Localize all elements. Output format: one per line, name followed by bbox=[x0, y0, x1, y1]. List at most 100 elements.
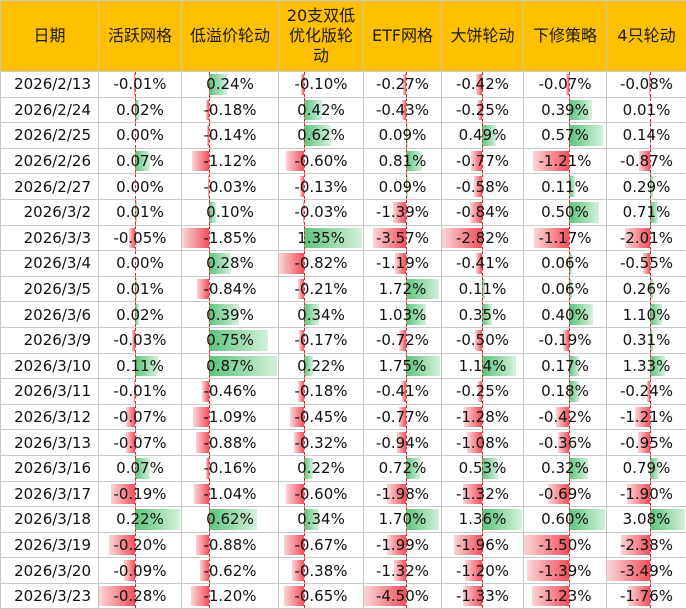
return-value: -0.16% bbox=[203, 459, 256, 477]
return-cell: -2.82% bbox=[442, 225, 524, 251]
return-cell: 0.22% bbox=[99, 507, 182, 533]
return-cell: -0.25% bbox=[442, 97, 524, 123]
date-cell: 2026/3/23 bbox=[1, 583, 99, 609]
return-value: -0.07% bbox=[113, 408, 166, 426]
return-cell: -1.08% bbox=[442, 430, 524, 456]
return-value: -1.20% bbox=[203, 587, 256, 605]
return-value: 0.50% bbox=[541, 203, 589, 221]
return-value: -0.25% bbox=[456, 101, 509, 119]
return-value: -1.17% bbox=[538, 229, 591, 247]
return-cell: -1.39% bbox=[524, 558, 607, 584]
return-cell: 0.75% bbox=[182, 327, 279, 353]
return-value: -0.55% bbox=[620, 254, 673, 272]
return-cell: 0.11% bbox=[524, 174, 607, 200]
return-value: 0.39% bbox=[541, 101, 589, 119]
return-cell: -0.67% bbox=[279, 532, 364, 558]
return-cell: 0.31% bbox=[607, 327, 686, 353]
table-row: 2026/3/13-0.07%-0.88%-0.32%-0.94%-1.08%-… bbox=[1, 430, 686, 456]
return-cell: -0.01% bbox=[99, 379, 182, 405]
return-value: -0.32% bbox=[294, 434, 347, 452]
return-value: -1.39% bbox=[376, 203, 429, 221]
return-cell: 0.17% bbox=[524, 353, 607, 379]
return-value: -3.49% bbox=[620, 562, 673, 580]
return-value: -2.38% bbox=[620, 536, 673, 554]
return-value: -2.82% bbox=[456, 229, 509, 247]
return-cell: -0.82% bbox=[279, 251, 364, 277]
return-cell: 0.49% bbox=[442, 123, 524, 149]
date-cell: 2026/3/3 bbox=[1, 225, 99, 251]
return-cell: -0.42% bbox=[442, 72, 524, 98]
return-cell: -0.95% bbox=[607, 430, 686, 456]
header-date: 日期 bbox=[1, 1, 99, 72]
return-value: -2.01% bbox=[620, 229, 673, 247]
return-value: -1.50% bbox=[538, 536, 591, 554]
return-cell: -1.19% bbox=[364, 251, 442, 277]
return-cell: 1.33% bbox=[607, 353, 686, 379]
return-cell: 0.18% bbox=[524, 379, 607, 405]
return-cell: -0.24% bbox=[607, 379, 686, 405]
return-value: -0.21% bbox=[294, 280, 347, 298]
return-value: 0.09% bbox=[379, 126, 427, 144]
return-value: -0.94% bbox=[376, 434, 429, 452]
return-value: -0.67% bbox=[294, 536, 347, 554]
return-value: 0.07% bbox=[116, 152, 164, 170]
return-value: -0.88% bbox=[203, 536, 256, 554]
return-value: -1.39% bbox=[538, 562, 591, 580]
return-value: -0.82% bbox=[294, 254, 347, 272]
return-value: -0.77% bbox=[456, 152, 509, 170]
return-value: 0.49% bbox=[459, 126, 507, 144]
return-value: -1.20% bbox=[456, 562, 509, 580]
return-cell: -0.65% bbox=[279, 583, 364, 609]
return-cell: 0.10% bbox=[182, 199, 279, 225]
return-cell: -0.41% bbox=[442, 251, 524, 277]
return-cell: -1.04% bbox=[182, 481, 279, 507]
return-cell: -0.20% bbox=[99, 532, 182, 558]
return-value: 0.10% bbox=[206, 203, 254, 221]
return-cell: -0.60% bbox=[279, 148, 364, 174]
return-cell: 0.62% bbox=[182, 507, 279, 533]
return-cell: -0.27% bbox=[364, 72, 442, 98]
return-cell: 0.72% bbox=[364, 455, 442, 481]
return-cell: 0.00% bbox=[99, 174, 182, 200]
return-cell: 0.02% bbox=[99, 97, 182, 123]
return-value: 0.02% bbox=[116, 306, 164, 324]
return-cell: -0.84% bbox=[442, 199, 524, 225]
return-cell: -1.12% bbox=[182, 148, 279, 174]
return-value: -0.17% bbox=[294, 331, 347, 349]
return-cell: -0.19% bbox=[99, 481, 182, 507]
return-value: 1.35% bbox=[297, 229, 345, 247]
return-cell: 0.71% bbox=[607, 199, 686, 225]
return-cell: 0.53% bbox=[442, 455, 524, 481]
date-cell: 2026/2/24 bbox=[1, 97, 99, 123]
return-cell: -0.58% bbox=[442, 174, 524, 200]
return-value: 0.22% bbox=[297, 357, 345, 375]
return-cell: 0.26% bbox=[607, 276, 686, 302]
return-cell: 0.09% bbox=[364, 174, 442, 200]
return-value: -0.45% bbox=[294, 408, 347, 426]
header-active-grid: 活跃网格 bbox=[99, 1, 182, 72]
return-value: -0.05% bbox=[113, 229, 166, 247]
return-value: -0.72% bbox=[376, 331, 429, 349]
return-cell: 0.22% bbox=[279, 455, 364, 481]
return-value: 1.75% bbox=[379, 357, 427, 375]
return-value: -0.60% bbox=[294, 152, 347, 170]
return-cell: 1.03% bbox=[364, 302, 442, 328]
return-cell: -1.23% bbox=[524, 583, 607, 609]
return-cell: -1.33% bbox=[442, 583, 524, 609]
return-value: -1.08% bbox=[456, 434, 509, 452]
header-low-premium-rotation: 低溢价轮动 bbox=[182, 1, 279, 72]
return-cell: -1.32% bbox=[442, 481, 524, 507]
return-value: -0.41% bbox=[376, 382, 429, 400]
return-cell: 0.60% bbox=[524, 507, 607, 533]
return-value: 0.11% bbox=[116, 357, 164, 375]
return-cell: -0.62% bbox=[182, 558, 279, 584]
return-value: -0.20% bbox=[113, 536, 166, 554]
return-cell: -0.10% bbox=[279, 72, 364, 98]
return-value: 0.06% bbox=[541, 254, 589, 272]
return-cell: -0.16% bbox=[182, 455, 279, 481]
return-cell: -0.07% bbox=[524, 72, 607, 98]
